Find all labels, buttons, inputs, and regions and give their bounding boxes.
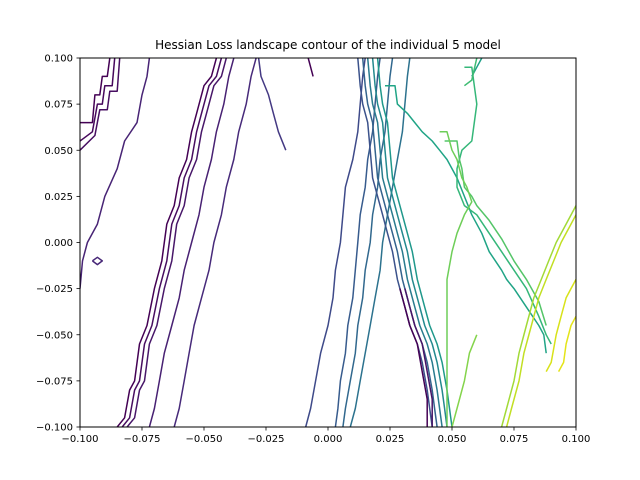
x-tick-label: 0.050: [438, 434, 467, 445]
y-tick-label: 0.100: [44, 54, 73, 65]
contour-line: [439, 131, 473, 427]
contour-line: [334, 58, 381, 427]
contour-line: [80, 58, 151, 289]
contour-line: [404, 288, 433, 427]
x-axis: −0.100 −0.075 −0.050 −0.025 0.000 0.025 0.050 0…: [61, 427, 590, 445]
contour-line: [349, 58, 411, 427]
contour-line: [385, 84, 547, 354]
contour-line: [80, 58, 116, 142]
contour-line: [173, 58, 257, 427]
contour-line: [399, 288, 428, 427]
chart-title: Hessian Loss landscape contour of the in…: [155, 38, 501, 52]
contour-line: [148, 58, 235, 427]
contour-line: [126, 58, 228, 427]
x-tick-label: −0.025: [247, 434, 284, 445]
y-tick-label: −0.025: [36, 284, 73, 295]
x-tick-label: 0.025: [376, 434, 405, 445]
contour-line: [357, 58, 433, 427]
contour-line: [342, 58, 394, 427]
contour-line: [304, 58, 366, 427]
x-tick-label: −0.075: [123, 434, 160, 445]
contour-lines: [80, 58, 576, 427]
y-tick-label: −0.050: [36, 330, 73, 341]
contour-line: [91, 256, 104, 266]
contour-line: [371, 58, 448, 427]
x-tick-label: −0.050: [185, 434, 222, 445]
contour-line: [500, 205, 576, 427]
contour-line: [80, 58, 121, 151]
y-tick-label: −0.100: [36, 423, 73, 434]
contour-line: [456, 66, 552, 345]
y-tick-label: 0.000: [44, 238, 73, 249]
y-tick-label: 0.075: [44, 100, 73, 111]
contour-line: [444, 140, 547, 326]
contour-line: [545, 279, 576, 372]
contour-line: [80, 58, 111, 124]
contour-line: [505, 214, 576, 427]
contour-line: [361, 58, 438, 427]
x-tick-label: 0.075: [500, 434, 529, 445]
contour-line: [121, 58, 223, 427]
contour-line: [463, 58, 478, 87]
contour-line: [257, 58, 287, 151]
contour-line: [376, 58, 453, 427]
y-tick-label: 0.025: [44, 192, 73, 203]
contour-line: [557, 315, 576, 372]
x-tick-label: 0.100: [562, 434, 591, 445]
x-tick-label: 0.000: [314, 434, 343, 445]
x-tick-label: −0.100: [61, 434, 98, 445]
contour-line: [116, 58, 218, 427]
contour-line: [366, 58, 443, 427]
contour-line: [307, 58, 314, 77]
y-tick-label: −0.075: [36, 376, 73, 387]
y-axis: −0.100 −0.075 −0.050 −0.025 0.000 0.025 0.050 0…: [36, 54, 80, 434]
y-tick-label: 0.050: [44, 146, 73, 157]
contour-line: [451, 334, 478, 427]
